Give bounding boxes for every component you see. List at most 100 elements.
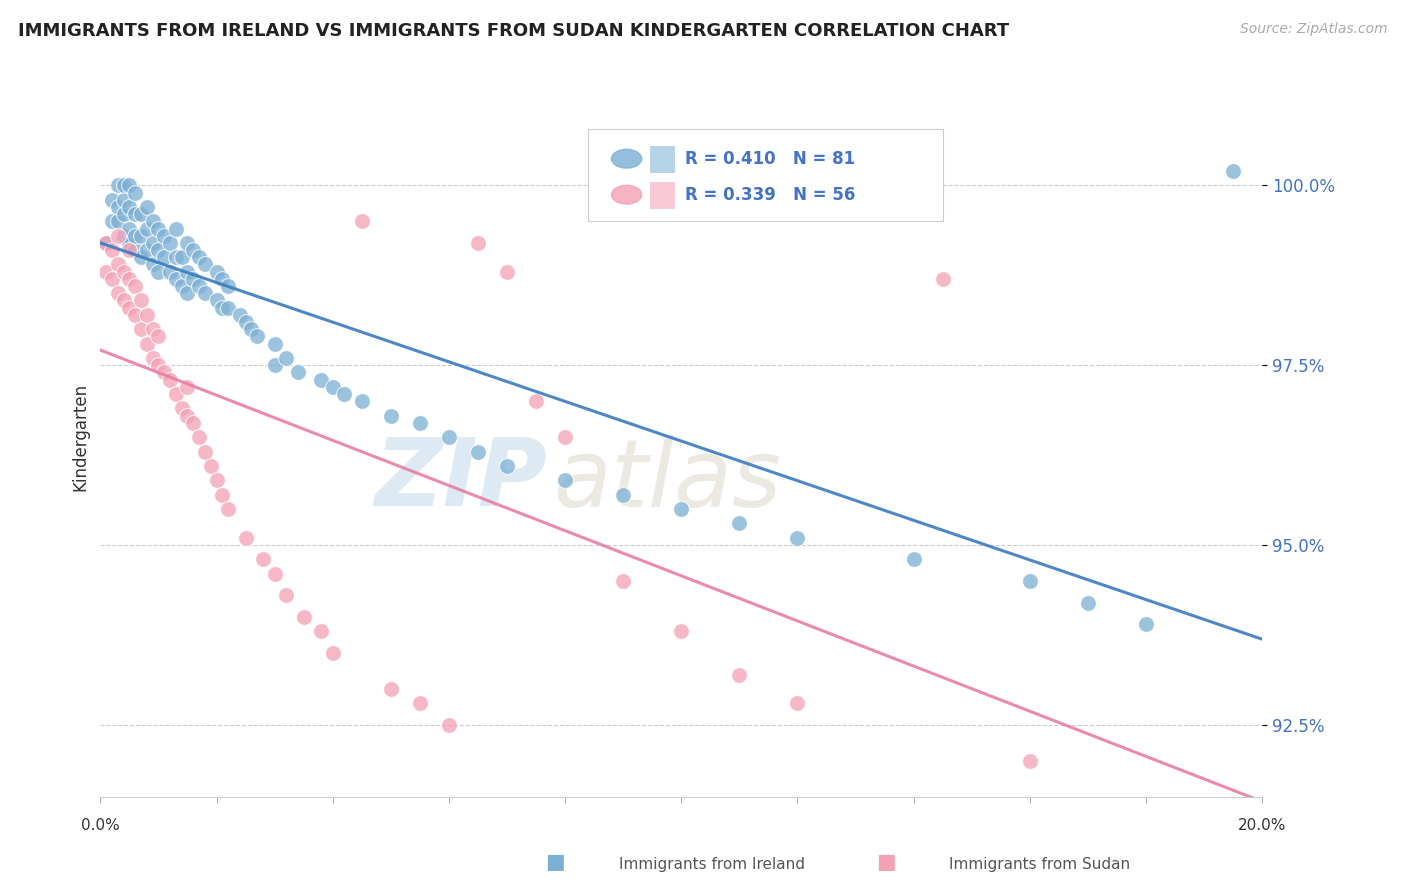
Point: [170, 250, 193, 264]
Point: [153, 250, 176, 264]
Point: [309, 624, 332, 639]
Text: 0.0%: 0.0%: [82, 818, 120, 833]
Point: [148, 243, 170, 257]
Point: [118, 301, 141, 315]
Point: [112, 265, 135, 279]
Text: ■: ■: [546, 853, 565, 872]
Point: [188, 279, 211, 293]
Point: [129, 207, 152, 221]
Point: [188, 250, 211, 264]
Point: [176, 380, 198, 394]
Point: [252, 552, 274, 566]
Point: [437, 718, 460, 732]
Point: [205, 473, 228, 487]
Point: [217, 301, 239, 315]
Bar: [650, 182, 675, 209]
Text: Source: ZipAtlas.com: Source: ZipAtlas.com: [1240, 22, 1388, 37]
Point: [669, 502, 692, 516]
Point: [194, 286, 217, 301]
Point: [124, 279, 146, 293]
Point: [118, 272, 141, 286]
Point: [96, 265, 118, 279]
Point: [263, 566, 285, 581]
Point: [612, 488, 634, 502]
Point: [142, 235, 165, 250]
Point: [554, 430, 576, 444]
Point: [1018, 574, 1040, 588]
Point: [118, 200, 141, 214]
Point: [176, 235, 198, 250]
Text: R = 0.410   N = 81: R = 0.410 N = 81: [685, 150, 855, 168]
Point: [112, 178, 135, 193]
Point: [153, 228, 176, 243]
Y-axis label: Kindergarten: Kindergarten: [72, 383, 89, 491]
Point: [194, 257, 217, 271]
Point: [554, 473, 576, 487]
Point: [159, 235, 181, 250]
Point: [333, 387, 356, 401]
Point: [1018, 754, 1040, 768]
Point: [786, 531, 808, 545]
Point: [1222, 164, 1244, 178]
Point: [148, 221, 170, 235]
Point: [118, 221, 141, 235]
Point: [728, 667, 751, 681]
Point: [409, 416, 432, 430]
Text: ■: ■: [876, 853, 896, 872]
Point: [148, 329, 170, 343]
Point: [129, 293, 152, 308]
Point: [129, 250, 152, 264]
Point: [229, 308, 252, 322]
Point: [235, 315, 257, 329]
Point: [496, 265, 519, 279]
Point: [309, 373, 332, 387]
Point: [124, 308, 146, 322]
Point: [118, 243, 141, 257]
Point: [101, 193, 124, 207]
Point: [170, 401, 193, 416]
Point: [159, 373, 181, 387]
Point: [101, 214, 124, 228]
Point: [217, 502, 239, 516]
Point: [287, 365, 309, 379]
Text: R = 0.339   N = 56: R = 0.339 N = 56: [685, 186, 855, 203]
Point: [118, 235, 141, 250]
Point: [292, 610, 315, 624]
Text: IMMIGRANTS FROM IRELAND VS IMMIGRANTS FROM SUDAN KINDERGARTEN CORRELATION CHART: IMMIGRANTS FROM IRELAND VS IMMIGRANTS FR…: [18, 22, 1010, 40]
Point: [135, 221, 157, 235]
Point: [101, 272, 124, 286]
Point: [124, 243, 146, 257]
Point: [176, 409, 198, 423]
Point: [181, 243, 204, 257]
Point: [200, 458, 222, 473]
Point: [165, 221, 187, 235]
Point: [188, 430, 211, 444]
Point: [235, 531, 257, 545]
Point: [176, 286, 198, 301]
Point: [112, 293, 135, 308]
Point: [263, 358, 285, 372]
Point: [129, 322, 152, 336]
Point: [931, 272, 953, 286]
Point: [380, 681, 402, 696]
Point: [153, 365, 176, 379]
Point: [612, 574, 634, 588]
Point: [1077, 596, 1099, 610]
Point: [112, 207, 135, 221]
Point: [211, 301, 233, 315]
Point: [786, 696, 808, 710]
Point: [240, 322, 263, 336]
Point: [903, 552, 925, 566]
Point: [380, 409, 402, 423]
Point: [135, 336, 157, 351]
Circle shape: [612, 186, 641, 204]
Point: [135, 243, 157, 257]
Point: [118, 178, 141, 193]
Point: [107, 200, 129, 214]
Point: [124, 228, 146, 243]
Point: [176, 265, 198, 279]
Point: [112, 193, 135, 207]
Bar: [650, 145, 675, 173]
Point: [165, 387, 187, 401]
Point: [211, 488, 233, 502]
